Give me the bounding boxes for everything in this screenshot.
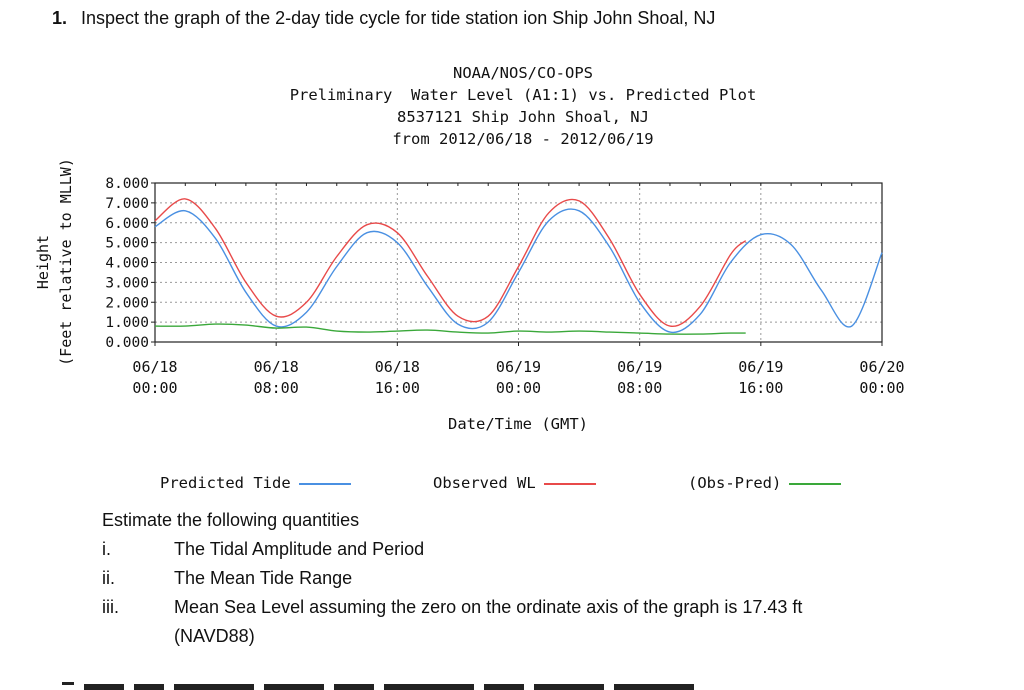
y-tick-label: 1.000 [105,315,149,331]
x-tick-label-time: 00:00 [496,379,541,397]
y-axis-subtitle: (Feet relative to MLLW) [57,158,75,366]
instruction-item-3-number: iii. [102,597,119,617]
instruction-item-3-text-line2: (NAVD88) [174,626,255,646]
instruction-item-1-number: i. [102,539,111,559]
legend-observed-swatch [543,482,596,485]
instruction-item-3-text: Mean Sea Level assuming the zero on the … [174,597,803,617]
legend-predicted: Predicted Tide [160,474,351,492]
y-tick-label: 2.000 [105,295,149,311]
question-number: 1. [52,8,68,28]
legend-observed-label: Observed WL [433,474,536,492]
x-tick-label-date: 06/20 [859,358,904,376]
legend-difference: (Obs-Pred) [688,474,842,492]
question-title: 1. Inspect the graph of the 2-day tide cy… [52,8,715,29]
x-tick-label-date: 06/18 [375,358,420,376]
y-tick-label: 7.000 [105,196,149,212]
x-tick-label-date: 06/19 [738,358,783,376]
plot-frame [154,182,883,343]
y-axis-title: Height [34,235,52,289]
x-tick-label-time: 00:00 [132,379,177,397]
obs-pred-line [154,323,746,335]
x-axis-title: Date/Time (GMT) [448,415,588,433]
y-tick-label: 8.000 [105,176,149,192]
legend-difference-swatch [789,482,842,485]
x-tick-label-date: 06/19 [617,358,662,376]
instructions-intro: Estimate the following quantities [102,510,360,530]
question-text: Inspect the graph of the 2-day tide cycl… [81,8,716,28]
predicted-tide-line [154,208,883,334]
observed-wl-line [154,198,747,328]
legend-predicted-swatch [298,482,351,485]
x-tick-label-time: 08:00 [254,379,299,397]
plot-header: NOAA/NOS/CO-OPS Preliminary Water Level … [200,62,846,150]
x-tick-label-date: 06/19 [496,358,541,376]
x-tick-label-time: 08:00 [617,379,662,397]
plot-header-range: from 2012/06/18 - 2012/06/19 [392,130,654,148]
y-tick-label: 5.000 [105,236,149,252]
legend-difference-label: (Obs-Pred) [688,474,782,492]
x-tick-label-date: 06/18 [254,358,299,376]
plot-header-title: Preliminary Water Level (A1:1) vs. Predi… [289,86,757,104]
x-tick-label-time: 00:00 [859,379,904,397]
tide-chart: 0.000 1.000 2.000 3.000 4.000 5.000 6.000 7.000… [34,158,905,433]
y-tick-label: 4.000 [105,256,149,272]
legend-predicted-label: Predicted Tide [160,474,291,492]
x-tick-label-time: 16:00 [375,379,420,397]
x-tick-label-date: 06/18 [132,358,177,376]
x-tick-label-time: 16:00 [738,379,783,397]
instruction-item-1-text: The Tidal Amplitude and Period [174,539,425,559]
instruction-item-2-text: The Mean Tide Range [174,568,353,588]
y-tick-label: 6.000 [105,216,149,232]
y-tick-label: 3.000 [105,275,149,291]
plot-header-agency: NOAA/NOS/CO-OPS [453,64,593,82]
instruction-item-2-number: ii. [102,568,115,588]
plot-header-station: 8537121 Ship John Shoal, NJ [397,108,649,126]
y-tick-label: 0.000 [105,335,149,351]
next-question-cutoff [60,676,760,690]
legend-observed: Observed WL [433,474,596,492]
